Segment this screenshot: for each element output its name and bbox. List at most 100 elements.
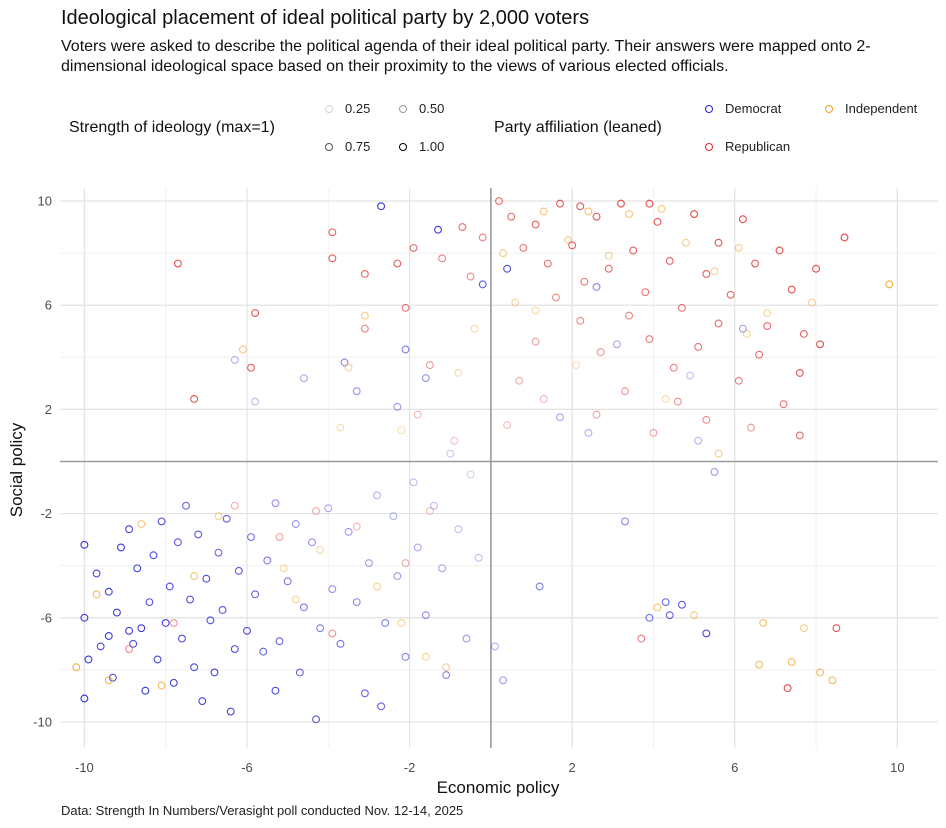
data-point-democrat: [665, 611, 674, 620]
data-point-democrat: [621, 517, 629, 526]
data-point-independent: [397, 619, 406, 627]
data-point-independent: [755, 660, 764, 669]
data-point-democrat: [299, 374, 308, 383]
data-point-democrat: [247, 533, 255, 541]
data-point-democrat: [145, 598, 154, 607]
data-point-democrat: [702, 629, 711, 638]
data-point-democrat: [153, 655, 162, 664]
data-point-republican: [230, 501, 239, 510]
data-point-republican: [173, 259, 182, 268]
data-point-democrat: [234, 566, 243, 575]
data-point-democrat: [677, 600, 686, 609]
data-point-republican: [592, 410, 601, 419]
data-point-independent: [714, 449, 723, 458]
data-point-democrat: [421, 374, 430, 383]
data-point-democrat: [409, 478, 418, 487]
legend-party-item-democrat: Democrat: [705, 101, 781, 116]
data-point-republican: [629, 246, 638, 255]
data-point-republican: [190, 395, 199, 403]
data-point-democrat: [430, 501, 438, 510]
legend-strength-key: [325, 142, 333, 151]
data-point-republican: [690, 210, 699, 218]
data-point-democrat: [230, 355, 239, 364]
data-point-democrat: [149, 551, 158, 560]
data-point-republican: [714, 238, 723, 247]
data-point-republican: [328, 629, 337, 638]
data-point-republican: [531, 337, 540, 346]
points-layer: [72, 197, 894, 724]
data-point-independent: [743, 329, 751, 338]
data-point-republican: [694, 342, 703, 351]
data-point-democrat: [401, 652, 410, 661]
data-point-democrat: [312, 715, 321, 724]
data-point-independent: [373, 582, 382, 591]
x-tick-label: 6: [731, 760, 738, 775]
legend-strength-label: 0.50: [419, 101, 445, 116]
data-point-independent: [759, 619, 768, 627]
data-point-republican: [275, 533, 284, 541]
x-tick-label: 10: [890, 760, 904, 775]
data-point-republican: [425, 507, 434, 515]
data-point-democrat: [364, 559, 373, 568]
data-point-democrat: [352, 387, 361, 396]
data-point-independent: [657, 204, 666, 213]
data-point-democrat: [263, 556, 272, 565]
data-point-republican: [393, 259, 402, 268]
grid-minor: [60, 188, 938, 748]
data-point-democrat: [401, 345, 410, 354]
data-point-independent: [584, 207, 593, 216]
data-point-democrat: [352, 598, 361, 607]
data-point-democrat: [373, 491, 382, 500]
y-tick-label: 10: [38, 194, 52, 209]
data-point-republican: [478, 233, 487, 242]
data-point-republican: [328, 254, 337, 263]
data-point-democrat: [198, 697, 207, 706]
data-point-republican: [169, 619, 178, 627]
data-point-democrat: [645, 613, 654, 622]
data-point-independent: [604, 251, 613, 260]
data-point-independent: [360, 311, 369, 320]
data-point-independent: [763, 309, 772, 317]
legend-party-label: Democrat: [725, 101, 782, 116]
reference-lines: [60, 188, 938, 748]
data-point-democrat: [421, 611, 430, 620]
data-point-republican: [539, 395, 548, 403]
data-point-republican: [816, 340, 825, 349]
legend-party-label: Republican: [725, 139, 791, 154]
data-point-democrat: [161, 619, 170, 627]
data-point-independent: [710, 267, 719, 276]
data-point-republican: [531, 220, 540, 229]
data-point-democrat: [190, 663, 199, 672]
x-tick-label: -10: [75, 760, 94, 775]
data-point-republican: [726, 290, 735, 299]
data-point-independent: [885, 280, 894, 289]
x-tick-labels: -10 -6 -2 2 6 10: [75, 760, 905, 775]
data-point-republican: [779, 400, 788, 409]
data-point-democrat: [710, 467, 719, 476]
legend-party-title: Party affiliation (leaned): [494, 119, 662, 136]
data-point-democrat: [259, 647, 268, 656]
y-tick-labels: 10 6 2 -2 -6 -10: [33, 194, 52, 730]
data-point-democrat: [308, 538, 316, 547]
data-point-democrat: [283, 577, 292, 586]
data-point-democrat: [230, 645, 239, 653]
data-point-democrat: [295, 668, 304, 677]
data-point-republican: [507, 212, 516, 221]
data-point-democrat: [137, 624, 146, 633]
data-point-independent: [238, 345, 247, 354]
data-point-independent: [564, 236, 573, 245]
data-point-independent: [653, 603, 662, 612]
data-point-republican: [677, 303, 686, 312]
data-point-republican: [556, 199, 564, 208]
data-point-independent: [104, 676, 113, 685]
data-point-republican: [641, 288, 650, 297]
data-point-democrat: [194, 530, 203, 539]
data-point-republican: [409, 243, 418, 252]
data-point-republican: [401, 303, 410, 312]
data-point-democrat: [612, 340, 621, 349]
data-point-democrat: [133, 564, 142, 573]
data-point-democrat: [141, 686, 150, 695]
data-point-republican: [604, 264, 613, 273]
data-point-independent: [816, 668, 825, 677]
